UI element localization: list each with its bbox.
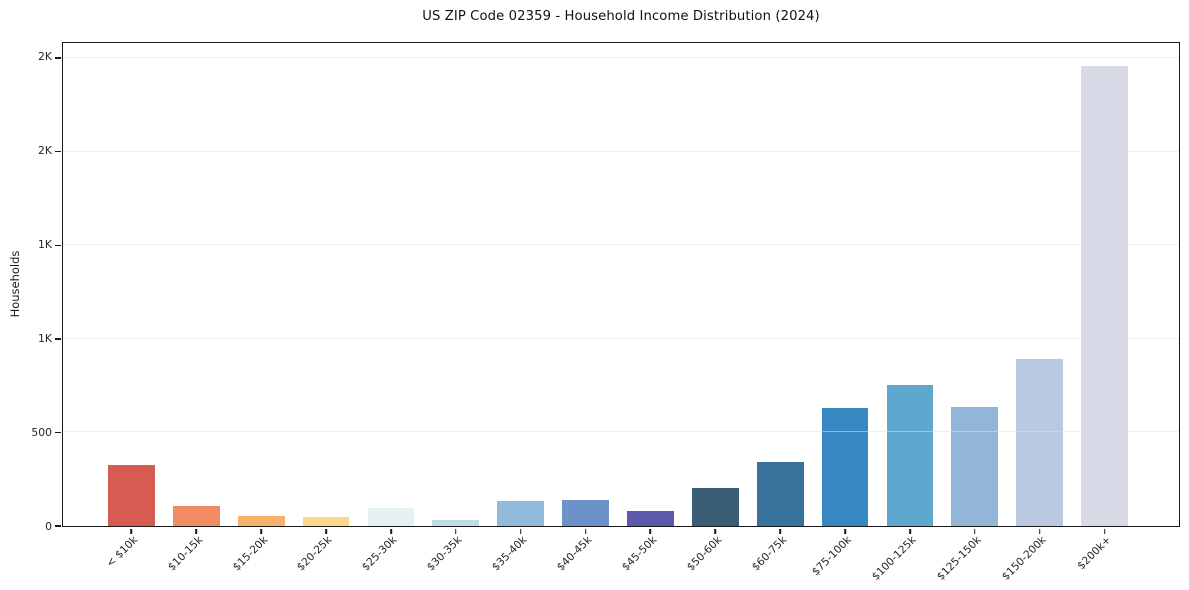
bar-slot: $35-40k xyxy=(488,43,553,573)
bar-7 xyxy=(497,500,545,526)
x-tick-label: $40-45k xyxy=(554,534,595,574)
y-tick-label: 1K xyxy=(38,332,52,345)
x-tick-mark xyxy=(974,528,976,534)
y-tick-mark xyxy=(55,57,61,59)
x-tick-mark xyxy=(844,528,846,534)
bar-slot: $100-125k xyxy=(870,43,943,583)
bar-15 xyxy=(1016,359,1064,526)
x-tick-mark xyxy=(455,528,457,534)
bar-slot: $40-45k xyxy=(553,43,618,573)
x-tick-mark xyxy=(909,528,911,534)
bar-14 xyxy=(951,407,999,526)
bar-slot: $125-150k xyxy=(934,43,1007,583)
x-tick-label: $25-30k xyxy=(360,534,400,574)
bar-6 xyxy=(432,520,480,526)
bar-3 xyxy=(237,515,285,526)
bar-slot: $25-30k xyxy=(359,43,424,573)
bar-9 xyxy=(627,511,674,526)
x-tick-mark xyxy=(1038,528,1041,534)
chart-title: US ZIP Code 02359 - Household Income Dis… xyxy=(422,9,820,24)
x-tick-label: $35-40k xyxy=(489,534,530,574)
bar-2 xyxy=(172,506,220,526)
x-tick-mark xyxy=(519,528,522,534)
bar-slot: $15-20k xyxy=(229,43,294,573)
bar-11 xyxy=(756,462,804,526)
x-tick-mark xyxy=(260,528,262,534)
x-tick-label: $15-20k xyxy=(230,534,270,574)
x-tick-label: $100-125k xyxy=(869,534,919,583)
y-tick-label: 2K xyxy=(38,144,52,158)
plot-area: < $10k $10-15k $15-20k $20-25k $25-30k $30-35… xyxy=(55,42,1180,583)
bar-slot: $20-25k xyxy=(294,43,359,573)
x-tick-label: < $10k xyxy=(104,534,140,570)
y-tick-label: 2K xyxy=(38,50,52,64)
x-tick-label: $200k+ xyxy=(1074,534,1114,573)
bar-slot: $200k+ xyxy=(1072,43,1137,572)
bar-1 xyxy=(108,465,155,526)
x-tick-mark xyxy=(649,528,652,534)
y-tick-label: 0 xyxy=(45,520,52,533)
x-tick-label: $30-35k xyxy=(424,534,465,574)
bar-slot: $45-50k xyxy=(618,43,683,573)
x-tick-label: $45-50k xyxy=(619,534,659,574)
bars-row: < $10k $10-15k $15-20k $20-25k $25-30k $30-35… xyxy=(63,43,1179,583)
bar-slot: $10-15k xyxy=(164,43,229,573)
bar-slot: $50-60k xyxy=(683,43,748,573)
y-tick-mark xyxy=(55,244,61,246)
x-tick-label: $20-25k xyxy=(295,534,335,574)
bar-slot: $75-100k xyxy=(809,43,878,578)
x-tick-label: $50-60k xyxy=(684,534,724,574)
bar-16 xyxy=(1081,66,1128,526)
x-tick-label: $10-15k xyxy=(165,534,205,574)
x-tick-mark xyxy=(195,528,198,534)
bar-10 xyxy=(691,487,739,526)
x-tick-label: $75-100k xyxy=(809,534,854,579)
y-tick-mark xyxy=(55,338,61,340)
y-tick-mark xyxy=(55,431,61,434)
y-axis-tick-labels: 0 500 1K 1K 2K 2K xyxy=(0,42,52,532)
x-tick-mark xyxy=(584,528,587,534)
y-tick-mark xyxy=(55,525,61,527)
x-tick-mark xyxy=(130,528,133,534)
x-tick-mark xyxy=(1103,528,1106,534)
bar-12 xyxy=(821,408,869,526)
x-tick-mark xyxy=(779,528,781,534)
x-tick-label: $150-200k xyxy=(999,534,1049,583)
bar-13 xyxy=(886,384,934,526)
y-tick-mark xyxy=(55,150,61,153)
x-tick-mark xyxy=(390,528,392,534)
bar-slot: $150-200k xyxy=(999,43,1072,583)
bar-slot: < $10k xyxy=(99,43,164,570)
bar-5 xyxy=(367,508,415,526)
y-tick-label: 1K xyxy=(38,238,52,252)
bar-slot: $60-75k xyxy=(748,43,813,573)
bar-4 xyxy=(302,517,350,526)
x-tick-mark xyxy=(325,528,327,534)
x-tick-mark xyxy=(714,528,717,534)
bar-slot: $30-35k xyxy=(423,43,488,573)
bar-8 xyxy=(562,500,609,526)
x-tick-label: $125-150k xyxy=(934,534,984,583)
x-tick-label: $60-75k xyxy=(749,534,789,574)
y-tick-label: 500 xyxy=(31,426,52,439)
